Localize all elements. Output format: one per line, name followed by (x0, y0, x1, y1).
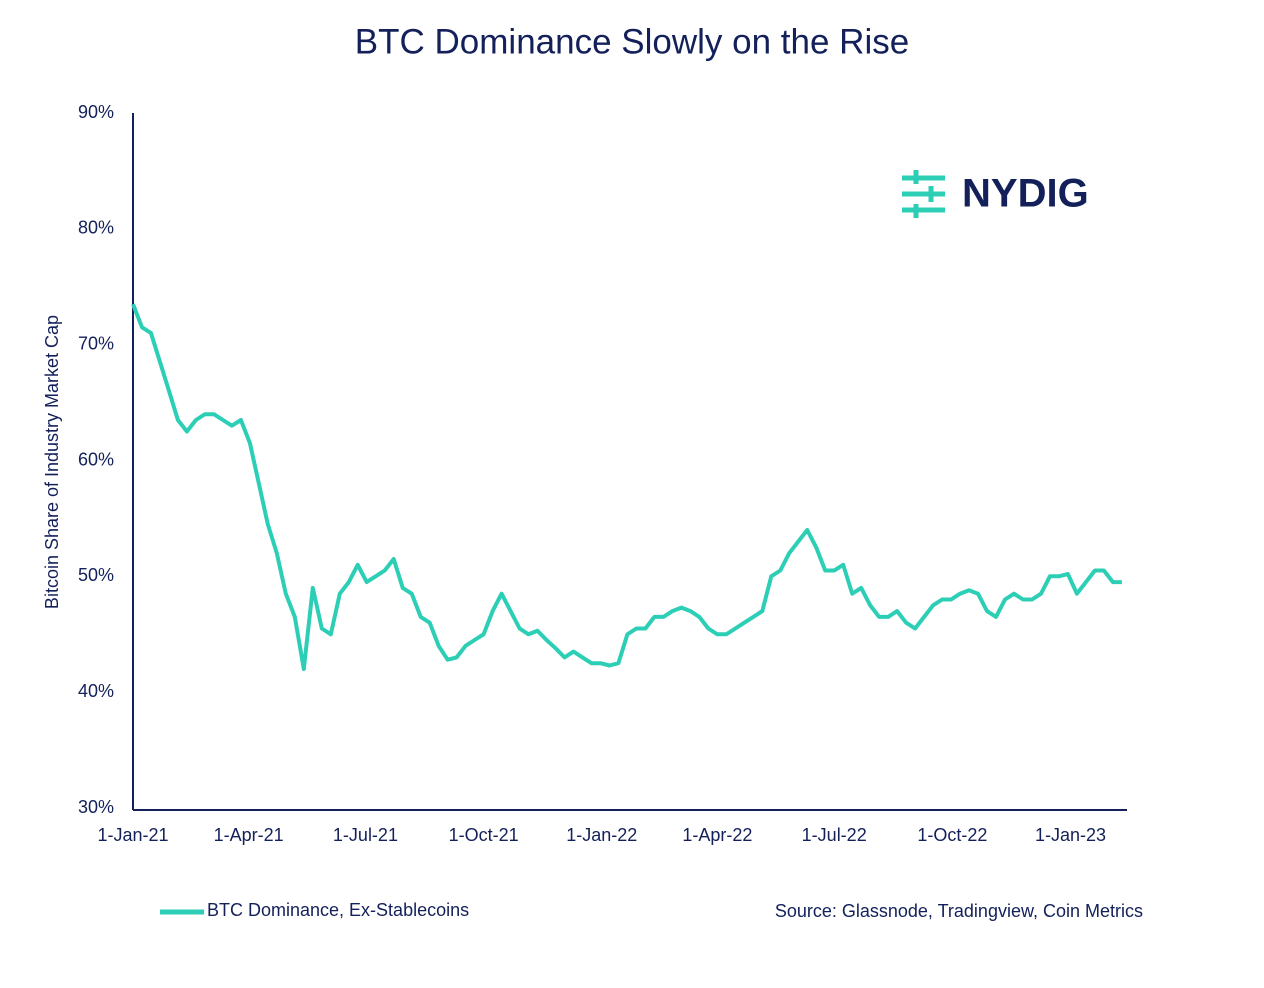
data-line (131, 303, 1122, 671)
y-tick-label: 50% (78, 565, 114, 585)
y-tick-label: 40% (78, 681, 114, 701)
chart-title: BTC Dominance Slowly on the Rise (355, 22, 909, 61)
logo-text: NYDIG (962, 172, 1089, 216)
x-tick-label: 1-Apr-22 (682, 825, 752, 845)
legend-label: BTC Dominance, Ex-Stablecoins (207, 900, 469, 920)
x-tick-label: 1-Jan-21 (97, 825, 168, 845)
y-tick-label: 60% (78, 449, 114, 469)
x-tick-label: 1-Jul-22 (802, 825, 867, 845)
y-axis-title: Bitcoin Share of Industry Market Cap (42, 315, 62, 609)
x-tick-label: 1-Jul-21 (333, 825, 398, 845)
logo-icon (902, 170, 945, 218)
logo: NYDIG (902, 170, 1089, 218)
x-tick-label: 1-Apr-21 (214, 825, 284, 845)
source-note: Source: Glassnode, Tradingview, Coin Met… (775, 901, 1143, 921)
x-tick-label: 1-Oct-21 (449, 825, 519, 845)
y-tick-label: 90% (78, 102, 114, 122)
y-tick-label: 30% (78, 797, 114, 817)
x-tick-label: 1-Jan-22 (566, 825, 637, 845)
y-tick-label: 70% (78, 333, 114, 353)
x-tick-label: 1-Jan-23 (1035, 825, 1106, 845)
y-tick-label: 80% (78, 218, 114, 238)
x-tick-label: 1-Oct-22 (917, 825, 987, 845)
